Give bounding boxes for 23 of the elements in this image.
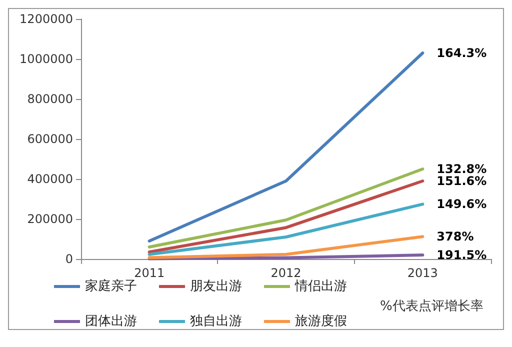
x-tick-label: 2011	[134, 266, 165, 280]
y-tick-label: 1000000	[20, 52, 73, 66]
legend-label: 朋友出游	[190, 279, 242, 294]
y-tick-label: 200000	[27, 212, 73, 226]
y-tick-label: 400000	[27, 172, 73, 186]
y-tick-label: 800000	[27, 92, 73, 106]
legend-label: 旅游度假	[295, 313, 347, 329]
y-tick-label: 1200000	[20, 12, 73, 26]
annotation: 149.6%	[436, 197, 487, 212]
legend-label: 家庭亲子	[85, 278, 137, 294]
x-tick-label: 2012	[270, 266, 302, 280]
annotation: 191.5%	[436, 248, 487, 262]
legend-label: 团体出游	[85, 314, 137, 329]
x-tick-label: 2013	[407, 266, 438, 280]
legend-label: 独自出游	[190, 314, 242, 329]
annotation: 378%	[436, 230, 474, 244]
annotation: 151.6%	[436, 174, 487, 188]
y-tick-label: 0	[65, 252, 73, 266]
legend-label: 情侣出游	[294, 279, 347, 294]
annotation: 164.3%	[436, 46, 487, 60]
text: %代表点评增长率	[380, 298, 484, 315]
annotation: 132.8%	[436, 162, 487, 176]
y-tick-label: 600000	[27, 132, 73, 146]
